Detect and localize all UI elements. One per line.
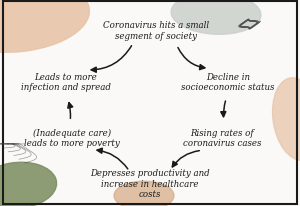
- Ellipse shape: [0, 163, 57, 206]
- Ellipse shape: [171, 0, 261, 35]
- Ellipse shape: [114, 181, 174, 206]
- Text: Decline in
socioeconomic status: Decline in socioeconomic status: [181, 73, 275, 92]
- Ellipse shape: [272, 78, 300, 160]
- Text: Depresses productivity and
increase in healthcare
costs: Depresses productivity and increase in h…: [90, 169, 210, 198]
- Text: Coronavirus hits a small
segment of society: Coronavirus hits a small segment of soci…: [103, 21, 209, 41]
- Ellipse shape: [0, 0, 89, 53]
- Text: Rising rates of
coronavirus cases: Rising rates of coronavirus cases: [183, 128, 261, 148]
- Text: Leads to more
infection and spread: Leads to more infection and spread: [21, 73, 111, 92]
- Text: (Inadequate care)
leads to more poverty: (Inadequate care) leads to more poverty: [24, 128, 120, 148]
